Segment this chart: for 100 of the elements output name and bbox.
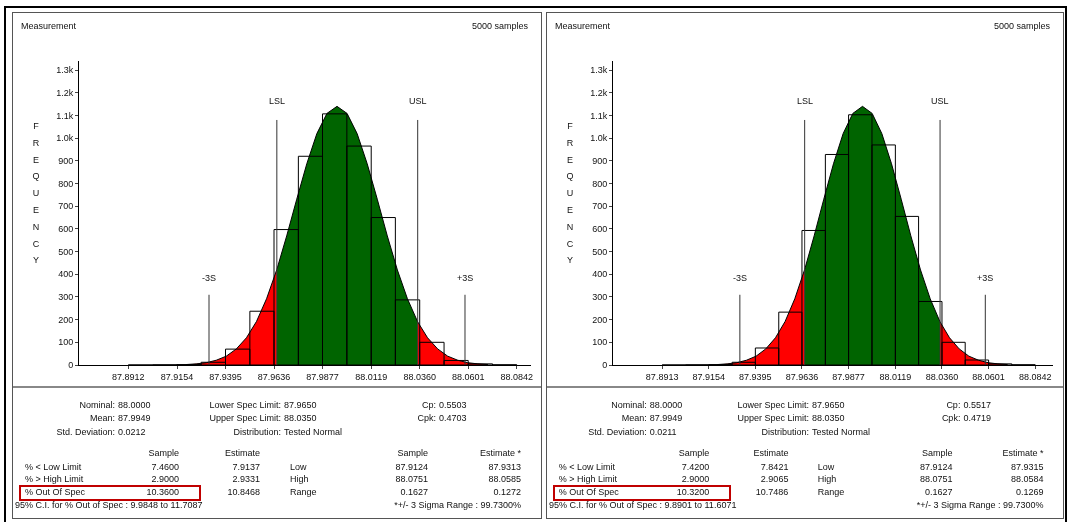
y-tick-label: 200 [58, 314, 74, 325]
text: 7.9137 [232, 462, 260, 473]
x-tick-label: 88.0119 [355, 371, 388, 382]
y-tick-label: 100 [58, 337, 74, 348]
text: 87.9124 [920, 462, 953, 473]
text: 5000 samples [472, 21, 529, 31]
text: 2.9000 [151, 474, 179, 485]
y-tick-label: 1.3k [56, 65, 74, 76]
y-tick-label: 800 [592, 178, 608, 189]
y-tick-label: 0 [68, 360, 74, 371]
text: 88.0585 [488, 474, 521, 485]
text: % < Low Limit [25, 462, 82, 473]
x-tick-label: 88.0601 [451, 371, 485, 382]
ref-line-label: LSL [269, 96, 286, 106]
text: High [817, 474, 837, 485]
ref-line-label: +3S [457, 273, 474, 283]
text: *+/- 3 Sigma Range : 99.7300% [916, 500, 1044, 511]
text: % Out Of Spec [558, 487, 619, 498]
text: 87.9315 [1010, 462, 1044, 473]
y-tick-label: 700 [58, 201, 74, 212]
y-tick-label: 600 [58, 224, 74, 235]
text: 7.4600 [151, 462, 179, 473]
y-tick-label: 400 [58, 269, 74, 280]
x-tick-label: 88.0360 [925, 371, 959, 382]
y-tick-label: 900 [592, 155, 608, 166]
x-tick-label: 87.9395 [739, 371, 772, 382]
chart-title: Measurement [555, 21, 611, 32]
ref-line-label: USL [409, 96, 427, 106]
y-tick-label: 1.1k [590, 110, 608, 121]
text: % > High Limit [558, 474, 617, 485]
text: 0.1272 [493, 487, 521, 498]
x-tick-label: 87.9877 [306, 371, 339, 382]
text: Low [290, 462, 307, 473]
y-tick-label: 300 [58, 292, 74, 303]
ref-line-label: +3S [977, 273, 994, 283]
y-tick-label: 1.1k [56, 110, 74, 121]
text: FREQUENCY [566, 121, 574, 266]
ref-line-label: -3S [733, 273, 748, 283]
text: 2.9065 [760, 474, 789, 485]
text: 7.4200 [681, 462, 710, 473]
text: 10.3200 [676, 487, 710, 498]
text: % > High Limit [25, 474, 84, 485]
text: Upper Spec Limit: 88.0350 [209, 413, 317, 424]
x-tick-label: 88.0360 [403, 371, 436, 382]
y-tick-label: 800 [58, 178, 74, 189]
text: Lower Spec Limit: 87.9650 [209, 400, 317, 411]
y-tick-label: 1.0k [590, 133, 608, 144]
text: % Out Of Spec [25, 487, 86, 498]
y-tick-label: 700 [592, 201, 608, 212]
text: Cp: 0.5517 [946, 400, 991, 411]
text: 7.8421 [760, 462, 789, 473]
x-tick-label: 87.9154 [160, 371, 194, 382]
text: FREQUENCY [32, 121, 40, 266]
x-tick-label: 88.0119 [879, 371, 912, 382]
x-tick-label: 87.9877 [832, 371, 865, 382]
text: Estimate [224, 448, 260, 459]
y-tick-label: 400 [592, 269, 608, 280]
text: Distribution: Tested Normal [761, 427, 870, 438]
x-tick-label: 87.9636 [785, 371, 819, 382]
x-tick-label: 88.0842 [1018, 371, 1052, 382]
text: Cpk: 0.4703 [417, 413, 467, 424]
text: 95% C.I. for % Out of Spec : 9.9848 to 11.7087 [15, 500, 203, 511]
text: *+/- 3 Sigma Range : 99.7300% [394, 500, 521, 511]
text: 10.3600 [146, 487, 179, 498]
text: Sample [922, 448, 953, 459]
y-tick-label: 500 [592, 246, 608, 257]
text: Estimate * [479, 448, 521, 459]
text: 10.8468 [227, 487, 260, 498]
text: 5000 samples [994, 21, 1051, 31]
chart-title: Measurement [21, 21, 77, 32]
text: Estimate [753, 448, 789, 459]
text: 0.1269 [1015, 487, 1044, 498]
text: Sample [397, 448, 428, 459]
y-tick-label: 0 [602, 360, 608, 371]
text: Mean: 87.9949 [89, 413, 151, 424]
text: High [290, 474, 309, 485]
text: Nominal: 88.0000 [611, 400, 683, 411]
text: Upper Spec Limit: 88.0350 [737, 413, 845, 424]
text: 88.0584 [1010, 474, 1044, 485]
y-tick-label: 1.0k [56, 133, 74, 144]
text: Low [817, 462, 835, 473]
x-tick-label: 88.0842 [500, 371, 533, 382]
x-tick-label: 87.9395 [209, 371, 242, 382]
text: Estimate * [1002, 448, 1044, 459]
text: Std. Deviation: 0.0212 [56, 427, 146, 438]
text: 88.0751 [395, 474, 428, 485]
text: Sample [678, 448, 710, 459]
text: 2.9331 [232, 474, 260, 485]
text: 2.9000 [681, 474, 710, 485]
text: Lower Spec Limit: 87.9650 [737, 400, 845, 411]
y-tick-label: 1.3k [590, 65, 608, 76]
y-tick-label: 600 [592, 224, 608, 235]
y-tick-label: 300 [592, 292, 608, 303]
y-tick-label: 1.2k [56, 87, 74, 98]
text: 95% C.I. for % Out of Spec : 9.8901 to 11.6071 [548, 500, 737, 511]
text: 0.1627 [400, 487, 428, 498]
text: Range [290, 487, 317, 498]
y-tick-label: 500 [58, 246, 74, 257]
text: 0.1627 [925, 487, 953, 498]
y-tick-label: 900 [58, 155, 74, 166]
